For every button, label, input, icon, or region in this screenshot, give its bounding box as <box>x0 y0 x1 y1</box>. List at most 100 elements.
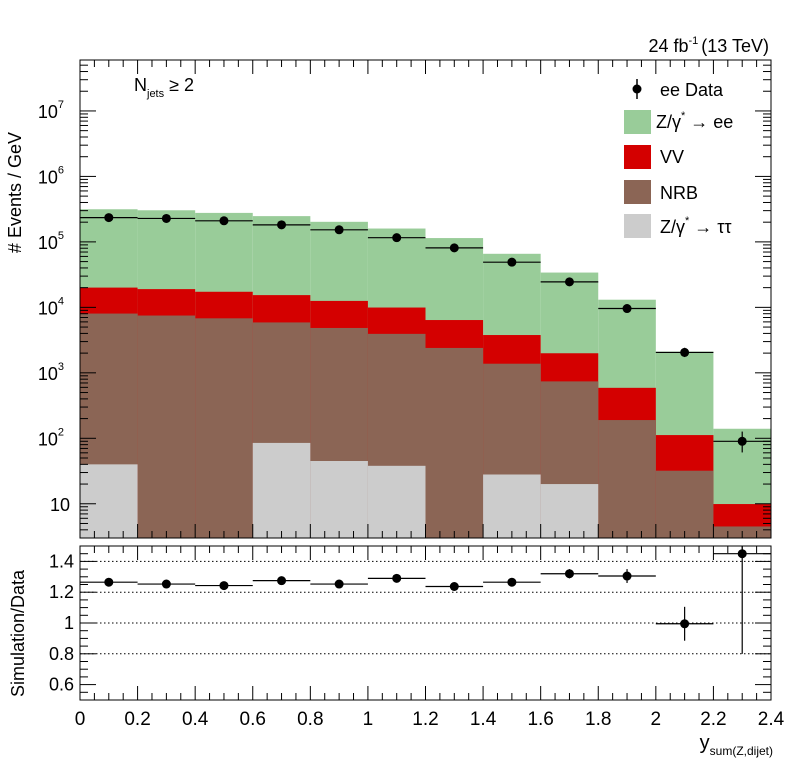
bar-z-bin-5 <box>367 465 426 538</box>
upper-axis-ticks <box>79 59 772 539</box>
x-tick-label: 1.2 <box>412 709 438 730</box>
data-marker <box>449 243 459 253</box>
legend-swatch-ztautau <box>624 214 651 238</box>
data-marker <box>277 220 287 230</box>
ratio-marker <box>680 619 690 629</box>
legend-entry-vv: VV <box>624 145 684 169</box>
y-tick-label: 105 <box>38 230 64 253</box>
ratio-y-tick-label: 1.2 <box>49 582 74 602</box>
ratio-marker <box>507 577 517 587</box>
x-tick-label: 1.4 <box>470 709 497 730</box>
legend-swatch-nrb <box>624 180 651 204</box>
data-points <box>80 213 771 453</box>
ratio-y-axis-label: Simulation/Data <box>8 569 28 697</box>
legend-swatch-vv <box>624 145 651 169</box>
legend-label-nrb: NRB <box>660 183 698 203</box>
ratio-panel: 0.6 0.8 1 1.2 1.4 0 0.2 0.4 0.6 0.8 1 1.2 1.4 1.6 1.8… <box>8 545 785 758</box>
data-point <box>655 347 714 358</box>
data-marker <box>334 225 344 235</box>
x-tick-label: 0 <box>75 709 86 730</box>
lower-axis-ticks <box>79 545 772 701</box>
y-axis-label: # Events / GeV <box>5 132 25 253</box>
data-point <box>598 304 656 314</box>
x-tick-label: 1.8 <box>585 709 611 730</box>
x-tick-label: 0.4 <box>182 709 209 730</box>
x-tick-label: 1.6 <box>527 709 553 730</box>
data-point <box>137 213 196 223</box>
data-marker <box>161 213 171 223</box>
ratio-point <box>80 577 138 587</box>
data-point <box>310 225 368 235</box>
x-tick-labels: 0 0.2 0.4 0.6 0.8 1 1.2 1.4 1.6 1.8 2 2.2 2.4 <box>75 709 785 730</box>
x-tick-label: 1 <box>363 709 374 730</box>
data-marker <box>622 304 632 314</box>
ratio-points <box>80 546 771 654</box>
ratio-point <box>425 582 484 592</box>
x-tick-label: 2.2 <box>700 709 726 730</box>
ratio-marker <box>564 569 574 579</box>
data-point <box>425 243 484 253</box>
data-marker <box>680 347 690 357</box>
data-point <box>483 257 541 267</box>
ratio-marker <box>219 581 229 591</box>
y-tick-label: 104 <box>38 295 64 318</box>
bar-z-bin-8 <box>540 484 599 538</box>
legend-label-ztautau: Z/γ* → ττ <box>660 215 732 237</box>
data-marker <box>392 233 402 243</box>
bar-z-bin-4 <box>310 461 368 538</box>
legend-entry-ztautau: Z/γ* → ττ <box>624 214 732 238</box>
x-tick-label: 2.4 <box>758 709 785 730</box>
data-point <box>367 233 426 243</box>
bar-nrb-bin-1 <box>137 315 196 538</box>
legend: ee Data Z/γ* → ee VV NRB Z/γ* → ττ <box>624 79 733 238</box>
ratio-marker <box>392 573 402 583</box>
x-tick-label: 0.2 <box>124 709 150 730</box>
x-tick-label: 0.8 <box>297 709 323 730</box>
stacked-histogram <box>80 209 771 539</box>
legend-swatch-zee <box>624 110 651 134</box>
data-point <box>252 220 311 230</box>
bar-nrb-bin-10 <box>655 470 714 538</box>
y-tick-label: 107 <box>38 99 64 122</box>
data-point <box>540 277 599 287</box>
bar-z-bin-3 <box>252 442 311 538</box>
x-axis-label: ysum(Z,dijet) <box>700 732 773 758</box>
bar-z-bin-7 <box>483 474 541 538</box>
legend-entry-data: ee Data <box>632 79 724 100</box>
ratio-point <box>367 573 426 583</box>
bar-z-bin-0 <box>80 464 138 538</box>
data-point <box>195 216 253 226</box>
ratio-point <box>137 579 196 589</box>
ratio-marker <box>334 579 344 589</box>
ratio-point <box>310 579 368 589</box>
y-tick-label: 106 <box>38 164 64 187</box>
jet-selection-label: Njets ≥ 2 <box>134 75 194 100</box>
ratio-y-tick-label: 0.6 <box>49 675 74 695</box>
legend-label-zee: Z/γ* → ee <box>656 110 733 132</box>
legend-entry-zee: Z/γ* → ee <box>624 110 733 134</box>
ratio-marker <box>737 549 747 559</box>
ratio-marker <box>104 577 114 587</box>
legend-entry-nrb: NRB <box>624 180 698 204</box>
data-marker <box>104 213 114 223</box>
ratio-point <box>713 546 771 654</box>
ratio-point <box>195 581 253 591</box>
ratio-point <box>540 569 599 579</box>
ratio-marker <box>277 576 287 586</box>
ratio-point <box>655 606 714 641</box>
data-marker <box>507 257 517 267</box>
data-point <box>713 431 771 453</box>
legend-label-data: ee Data <box>660 80 724 100</box>
ratio-point <box>483 577 541 587</box>
ratio-y-tick-label: 1 <box>64 613 74 633</box>
x-tick-label: 0.6 <box>240 709 266 730</box>
ratio-marker <box>449 582 459 592</box>
data-point <box>80 213 138 223</box>
x-tick-label: 2 <box>651 709 662 730</box>
ratio-marker <box>622 571 632 581</box>
main-distribution-panel: 10 102 103 104 105 106 107 # Events / GeV 24 f… <box>5 35 772 539</box>
ratio-point <box>252 576 311 586</box>
ratio-y-tick-label: 0.8 <box>49 644 74 664</box>
y-tick-label: 102 <box>38 426 64 449</box>
